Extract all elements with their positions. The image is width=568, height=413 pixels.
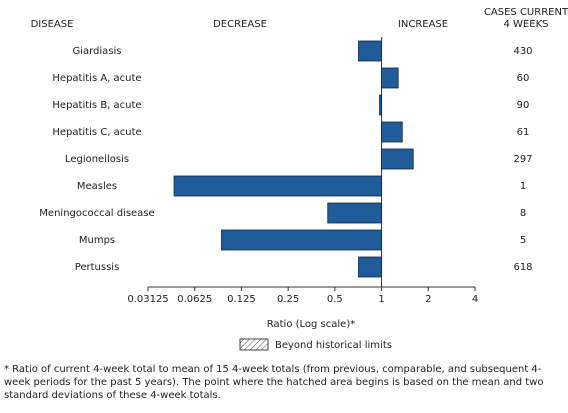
category-label: Hepatitis A, acute xyxy=(52,73,141,84)
category-label: Mumps xyxy=(79,235,115,246)
cases-value: 297 xyxy=(513,154,532,165)
category-label: Meningococcal disease xyxy=(39,208,154,219)
chart: DISEASE DECREASE INCREASE CASES CURRENT … xyxy=(31,7,568,351)
increase-label: INCREASE xyxy=(398,19,448,30)
x-tick-label: 1 xyxy=(378,294,384,305)
x-tick-label: 0.03125 xyxy=(127,294,168,305)
category-label: Hepatitis B, acute xyxy=(52,100,141,111)
bar xyxy=(173,175,382,197)
cases-header: CASES CURRENT xyxy=(484,7,568,18)
cases-value: 60 xyxy=(517,73,530,84)
x-tick-label: 0.5 xyxy=(327,294,343,305)
footnote: * Ratio of current 4-week total to mean … xyxy=(4,364,544,401)
cases-value: 1 xyxy=(520,181,526,192)
legend-swatch xyxy=(239,338,269,351)
bar xyxy=(381,121,403,143)
bar xyxy=(379,94,382,116)
x-tick-label: 0.25 xyxy=(277,294,299,305)
bar xyxy=(327,202,382,224)
x-tick-label: 2 xyxy=(425,294,431,305)
category-label: Pertussis xyxy=(75,262,120,273)
cases-value: 8 xyxy=(520,208,526,219)
x-tick-label: 4 xyxy=(472,294,478,305)
bar xyxy=(381,67,399,89)
cases-value: 90 xyxy=(517,100,530,111)
x-tick-label: 0.125 xyxy=(227,294,256,305)
x-tick-label: 0.0625 xyxy=(177,294,212,305)
bar xyxy=(358,40,382,62)
category-label: Measles xyxy=(77,181,117,192)
category-header: DISEASE xyxy=(31,19,74,30)
category-label: Giardiasis xyxy=(72,46,121,57)
cases-value: 61 xyxy=(517,127,530,138)
bar xyxy=(358,256,382,278)
decrease-label: DECREASE xyxy=(213,19,267,30)
cases-value: 618 xyxy=(513,262,532,273)
x-axis-label: Ratio (Log scale)* xyxy=(267,319,355,330)
cases-value: 430 xyxy=(513,46,532,57)
category-label: Legionellosis xyxy=(65,154,129,165)
legend-label: Beyond historical limits xyxy=(275,340,392,351)
cases-value: 5 xyxy=(520,235,526,246)
cases-header: 4 WEEKS xyxy=(504,19,549,30)
category-label: Hepatitis C, acute xyxy=(52,127,141,138)
bar xyxy=(381,148,414,170)
bar xyxy=(221,229,382,251)
